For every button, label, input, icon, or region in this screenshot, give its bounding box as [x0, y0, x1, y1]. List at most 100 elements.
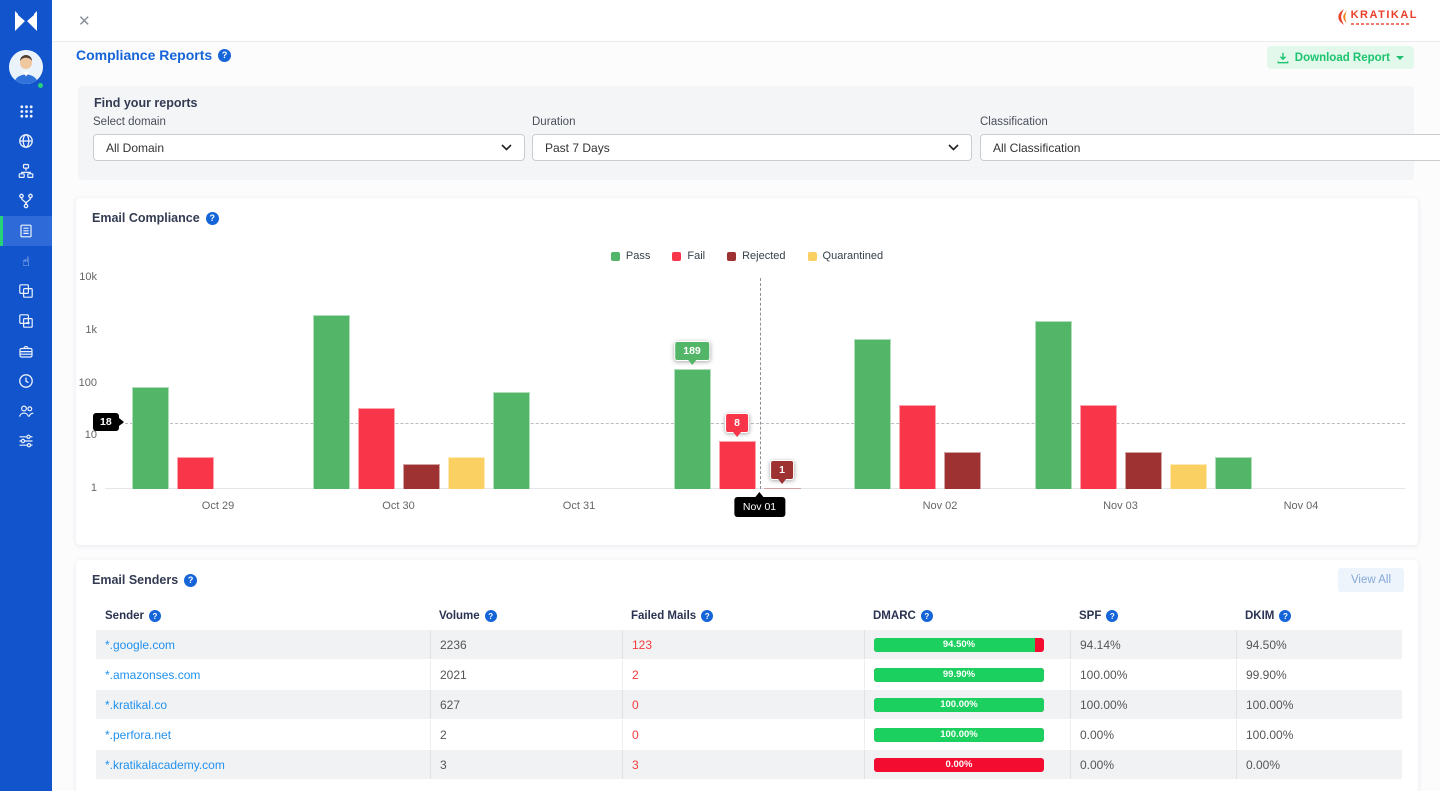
sender-link[interactable]: *.kratikalacademy.com [105, 757, 225, 772]
bar-pass-nov02[interactable] [854, 338, 891, 489]
download-icon [1277, 52, 1289, 63]
help-icon[interactable]: ? [1106, 610, 1119, 622]
help-icon[interactable]: ? [218, 48, 232, 62]
sidebar-item-copy[interactable] [0, 276, 52, 306]
x-axis-tick-label: Nov 04 [1283, 500, 1319, 512]
sender-link[interactable]: *.amazonses.com [105, 667, 201, 682]
cell-spf: 0.00% [1070, 720, 1236, 749]
bar-pass-oct30[interactable] [312, 314, 350, 489]
bar-fail-nov03[interactable] [1079, 404, 1117, 489]
x-axis-tick-label: Oct 31 [562, 500, 596, 512]
duration-label: Duration [532, 116, 576, 128]
table-row: *.google.com 2236 123 94.50% 94.14% 94.50% [96, 630, 1402, 659]
user-avatar[interactable] [9, 50, 45, 90]
senders-table-head: Sender? Volume? Failed Mails? DMARC? SPF? DKI… [96, 602, 1402, 630]
help-icon[interactable]: ? [184, 573, 198, 587]
help-icon[interactable]: ? [205, 211, 219, 225]
legend-item-rejected[interactable]: Rejected [727, 250, 786, 262]
legend-item-quarantined[interactable]: Quarantined [807, 250, 883, 262]
bar-quarantined-nov03[interactable] [1169, 463, 1207, 489]
main-content: Compliance Reports ? Download Report Fin… [52, 42, 1440, 791]
legend-label: Pass [625, 250, 651, 262]
bar-rejected-nov01[interactable] [763, 488, 801, 489]
dmarc-progress-label: 0.00% [945, 758, 973, 770]
column-header-volume: Volume? [430, 610, 622, 622]
help-icon[interactable]: ? [484, 610, 497, 622]
email-senders-panel: Email Senders ? View All Sender? Volume? F… [76, 560, 1418, 791]
failed-mails-value: 123 [632, 637, 653, 652]
caret-down-icon [1396, 55, 1404, 60]
bar-rejected-oct30[interactable] [402, 463, 440, 489]
cell-spf: 100.00% [1070, 690, 1236, 719]
bar-rejected-nov03[interactable] [1124, 452, 1162, 489]
brand-name: KRATIKAL [1350, 9, 1418, 21]
sidebar-item-domains[interactable] [0, 126, 52, 156]
help-icon[interactable]: ? [1279, 610, 1292, 622]
column-header-label: DMARC [873, 610, 916, 622]
legend-item-pass[interactable]: Pass [610, 250, 651, 262]
column-header-spf: SPF? [1070, 610, 1236, 622]
legend-item-fail[interactable]: Fail [672, 250, 705, 262]
email-senders-title: Email Senders ? [92, 573, 198, 587]
sidebar-item-copy-sync[interactable] [0, 306, 52, 336]
x-axis-tick-label: Oct 29 [201, 500, 235, 512]
cell-dkim: 94.50% [1236, 630, 1402, 659]
cell-spf: 100.00% [1070, 660, 1236, 689]
download-report-button[interactable]: Download Report [1266, 46, 1414, 69]
sender-link[interactable]: *.perfora.net [105, 727, 172, 742]
failed-mails-value: 2 [632, 667, 639, 682]
bar-fail-nov01[interactable] [718, 441, 756, 489]
cell-spf: 94.14% [1070, 630, 1236, 659]
help-icon[interactable]: ? [920, 610, 933, 622]
bar-rejected-nov02[interactable] [944, 452, 981, 489]
help-icon[interactable]: ? [701, 610, 714, 622]
senders-table: Sender? Volume? Failed Mails? DMARC? SPF? DKI… [96, 602, 1402, 780]
bar-pass-oct31[interactable] [493, 391, 530, 489]
dmarc-progress-bar: 99.90% [874, 667, 1044, 682]
domain-select-value: All Domain [106, 140, 165, 155]
bar-pass-nov03[interactable] [1034, 321, 1072, 489]
email-compliance-title-text: Email Compliance [92, 211, 200, 225]
filters-title: Find your reports [94, 96, 198, 110]
bar-pass-nov04[interactable] [1215, 457, 1252, 489]
page-title: Compliance Reports ? [76, 47, 232, 63]
cell-failed-mails: 3 [622, 750, 864, 779]
sidebar: ☝ [0, 0, 52, 791]
sidebar-item-users[interactable] [0, 396, 52, 426]
sidebar-item-branch[interactable] [0, 186, 52, 216]
bowtie-m-logo-icon [15, 11, 37, 31]
bar-fail-oct29[interactable] [177, 457, 214, 489]
view-all-button[interactable]: View All [1337, 568, 1404, 592]
close-icon[interactable]: ✕ [78, 13, 91, 30]
sidebar-item-archive[interactable] [0, 336, 52, 366]
duration-select[interactable]: Past 7 Days [532, 134, 972, 161]
domain-select[interactable]: All Domain [93, 134, 525, 161]
cell-sender: *.kratikalacademy.com [96, 750, 430, 779]
y-hover-arrow-icon [118, 417, 124, 426]
cell-dkim: 99.90% [1236, 660, 1402, 689]
bar-quarantined-oct30[interactable] [447, 457, 485, 489]
sidebar-item-apps[interactable] [0, 96, 52, 126]
sidebar-item-gesture[interactable]: ☝ [0, 246, 52, 276]
classification-select[interactable]: All Classification [980, 134, 1440, 161]
bar-pass-oct29[interactable] [132, 387, 169, 489]
cell-dmarc: 100.00% [864, 690, 1070, 719]
sidebar-item-history[interactable] [0, 366, 52, 396]
sidebar-item-reports-active[interactable] [0, 216, 52, 246]
cell-volume: 3 [430, 750, 622, 779]
cell-sender: *.google.com [96, 630, 430, 659]
app-logo[interactable] [0, 0, 52, 42]
sidebar-item-settings[interactable] [0, 426, 52, 456]
bar-fail-nov02[interactable] [899, 404, 936, 489]
avatar-image [9, 50, 43, 84]
failed-mails-value: 3 [632, 757, 639, 772]
x-axis-tick-label: Nov 02 [922, 500, 958, 512]
bar-pass-nov01[interactable] [673, 368, 711, 489]
bar-fail-oct30[interactable] [357, 407, 395, 489]
cell-dmarc: 100.00% [864, 720, 1070, 749]
help-icon[interactable]: ? [149, 610, 161, 622]
sender-link[interactable]: *.kratikal.co [105, 697, 168, 712]
sidebar-item-hierarchy[interactable] [0, 156, 52, 186]
sender-link[interactable]: *.google.com [105, 637, 176, 652]
y-axis-tick-label: 1k [85, 323, 97, 336]
